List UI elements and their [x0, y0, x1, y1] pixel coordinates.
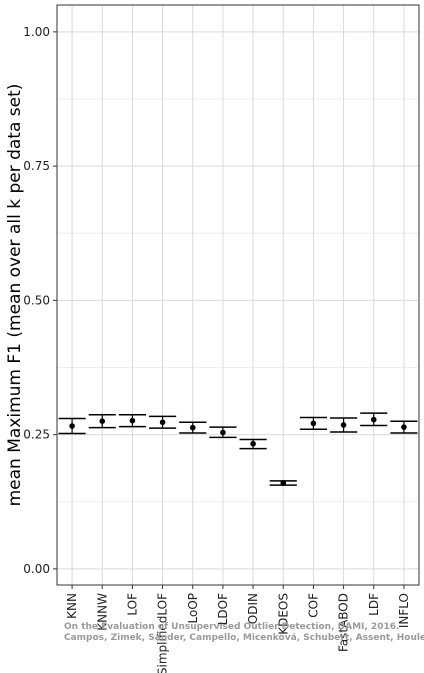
x-tick-label: LDF [367, 593, 381, 616]
y-axis-title: mean Maximum F1 (mean over all k per dat… [5, 84, 25, 507]
x-tick-label: KNNW [95, 593, 109, 631]
mean-point [370, 416, 377, 423]
x-tick-label: LOF [125, 593, 139, 616]
mean-point [129, 417, 136, 424]
x-tick-label: LDOF [216, 593, 230, 625]
mean-point [159, 419, 166, 426]
error-bar-kdeos [269, 480, 297, 486]
grid [57, 5, 419, 585]
mean-point [250, 440, 256, 447]
error-bar-inflo [390, 420, 418, 434]
error-bar-fastabod [330, 417, 358, 433]
error-bar-odin [239, 438, 267, 450]
mean-point [189, 424, 196, 431]
error-bar-ldof [209, 426, 237, 439]
x-tick-label: FastABOD [337, 593, 351, 652]
mean-point [69, 423, 75, 429]
mean-point [99, 418, 106, 425]
watermark-line-1: On the Evaluation of Unsupervised Outlie… [64, 622, 399, 632]
error-bar-simplifiedlof [149, 415, 177, 429]
error-bar-ldf [360, 412, 388, 427]
mean-point [220, 429, 226, 436]
error-bar-knnw [88, 414, 116, 429]
x-tick-label: INFLO [397, 593, 411, 628]
x-tick-label: LoOP [186, 593, 200, 624]
error-bar-lof [118, 414, 146, 428]
error-bar-knn [58, 417, 86, 435]
y-tick-label: 0.00 [23, 562, 50, 576]
error-bar-cof [299, 416, 327, 431]
x-tick-label: COF [306, 593, 320, 618]
x-tick-label: ODIN [246, 593, 260, 624]
y-tick-label: 0.75 [23, 159, 50, 173]
watermark-line-2: Campos, Zimek, Sander, Campello, Micenko… [64, 633, 424, 643]
mean-point [401, 424, 407, 430]
plot-border [56, 4, 420, 586]
error-bars [58, 412, 418, 486]
y-tick-label: 1.00 [23, 25, 50, 39]
x-tick-label: SimplifiedLOF [156, 593, 170, 673]
x-tick-label: KNN [65, 593, 79, 619]
x-axis: KNN KNNW LOF SimplifiedLOF LoOP LDOF ODIN KDEOS… [65, 585, 411, 673]
y-tick-label: 0.25 [23, 428, 50, 442]
mean-point [310, 420, 317, 427]
error-bar-loop [179, 421, 207, 434]
mean-point [340, 422, 347, 428]
y-axis: 0.00 0.25 0.50 0.75 1.00 [23, 25, 57, 576]
x-tick-label: KDEOS [276, 593, 290, 635]
y-tick-label: 0.50 [23, 293, 50, 307]
mean-point [280, 480, 287, 486]
